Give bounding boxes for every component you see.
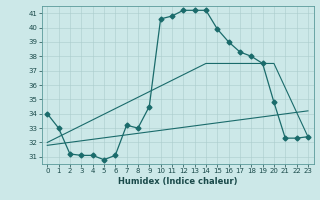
X-axis label: Humidex (Indice chaleur): Humidex (Indice chaleur) [118,177,237,186]
